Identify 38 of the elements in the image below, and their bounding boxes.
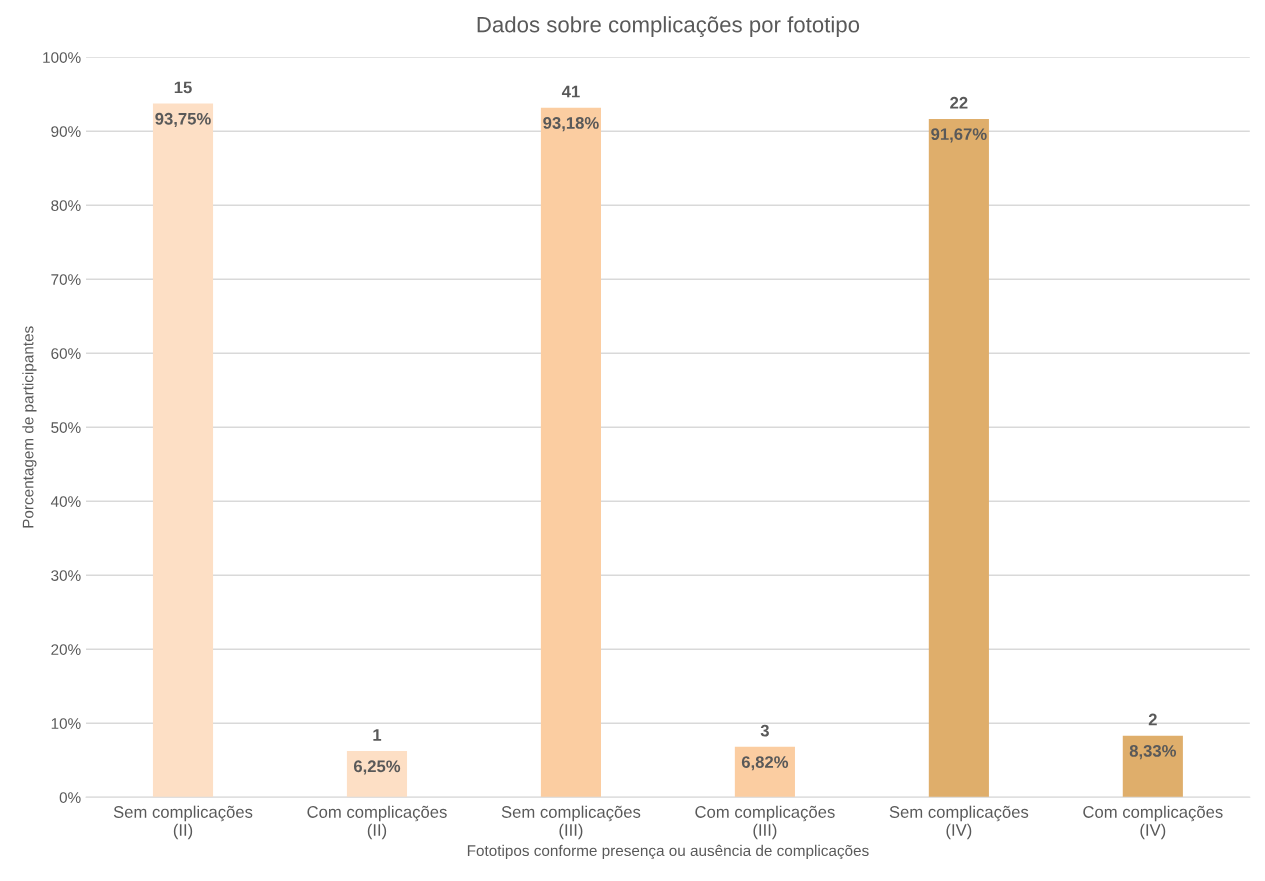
x-tick-label: Com complicações (IV) bbox=[1083, 805, 1223, 840]
data-label: 6,82% bbox=[741, 756, 789, 771]
x-tick-label: Com complicações (II) bbox=[307, 805, 447, 840]
bar bbox=[1122, 735, 1183, 798]
y-tick-label: 10% bbox=[51, 718, 81, 729]
chart-title: Dados sobre complicações por fototipo bbox=[477, 16, 860, 37]
annotation: 2 bbox=[1148, 713, 1157, 726]
y-tick-label: 90% bbox=[51, 126, 81, 137]
annotation: 22 bbox=[950, 96, 968, 109]
x-tick-label: Com complicações (III) bbox=[695, 805, 835, 840]
data-label: 8,33% bbox=[1129, 744, 1177, 760]
data-label: 93,75% bbox=[155, 112, 211, 128]
x-tick-label: Sem complicações (III) bbox=[501, 805, 641, 840]
bar bbox=[540, 107, 601, 798]
y-tick-label: 100% bbox=[43, 52, 81, 63]
y-tick-label: 40% bbox=[50, 496, 81, 507]
y-tick-label: 30% bbox=[51, 570, 81, 581]
y-tick-label: 70% bbox=[51, 274, 81, 285]
bar bbox=[152, 103, 214, 798]
annotation: 41 bbox=[561, 85, 580, 98]
annotation: 15 bbox=[174, 81, 192, 94]
y-tick-label: 60% bbox=[51, 348, 81, 359]
data-label: 6,25% bbox=[353, 760, 401, 775]
annotation: 1 bbox=[373, 729, 382, 741]
bar bbox=[346, 751, 408, 798]
bar bbox=[734, 746, 795, 798]
y-axis-title: Porcentagem de participantes bbox=[22, 326, 37, 528]
y-tick-label: 0% bbox=[59, 792, 81, 803]
annotation: 3 bbox=[760, 724, 769, 737]
y-tick-label: 50% bbox=[51, 422, 81, 433]
data-label: 91,67% bbox=[931, 128, 987, 143]
y-tick-label: 20% bbox=[51, 644, 81, 655]
data-label: 93,18% bbox=[543, 117, 599, 132]
bar bbox=[928, 118, 989, 798]
x-tick-label: Sem complicações (II) bbox=[113, 805, 253, 840]
y-tick-label: 80% bbox=[51, 200, 81, 211]
x-tick-label: Sem complicações (IV) bbox=[889, 805, 1029, 840]
x-axis-title: Fototipos conforme presença ou ausência de complicações bbox=[467, 844, 869, 860]
